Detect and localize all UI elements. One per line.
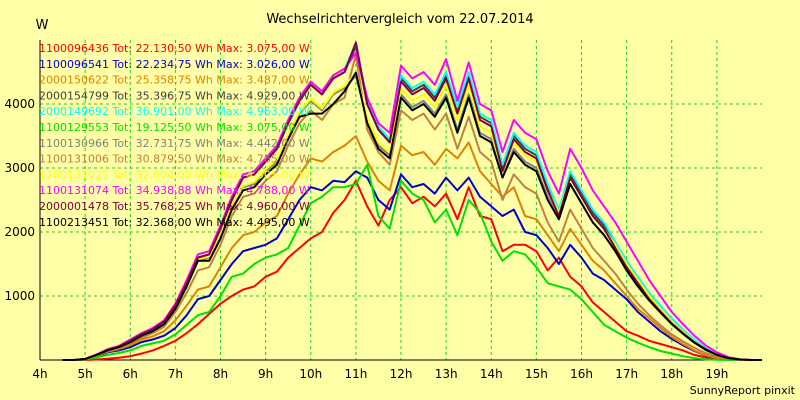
legend-entry: 1100129553 Tot: 19.125,50 Wh Max: 3.075,… [39, 121, 310, 134]
series-line-11 [62, 41, 762, 361]
legend-entry: 1100130966 Tot: 32.731,75 Wh Max: 4.442,… [39, 137, 310, 150]
y-tick-label: 2000 [4, 225, 35, 239]
axes [39, 40, 762, 361]
legend-entry: 1100096541 Tot: 22.234,75 Wh Max: 3.026,… [39, 58, 310, 71]
legend-entry: 1100096436 Tot: 22.130,50 Wh Max: 3.075,… [39, 42, 310, 55]
legend: 1100096436 Tot: 22.130,50 Wh Max: 3.075,… [39, 42, 310, 229]
series-line-3 [62, 135, 762, 361]
legend-entry: 2000149692 Tot: 36.901,00 Wh Max: 4.963,… [39, 105, 310, 118]
x-tick-label: 9h [258, 367, 273, 381]
series-line-1 [62, 179, 762, 361]
legend-entry: 1100213451 Tot: 32.368,00 Wh Max: 4.495,… [39, 216, 310, 229]
legend-entry: 2000001478 Tot: 35.768,25 Wh Max: 4.960,… [39, 200, 310, 213]
series-lines [62, 41, 762, 361]
y-axis-unit-label: W [36, 18, 49, 33]
x-tick-label: 12h [390, 367, 413, 381]
x-tick-label: 8h [213, 367, 228, 381]
legend-entry: 2000154799 Tot: 35.396,75 Wh Max: 4.929,… [39, 89, 310, 102]
y-tick-label: 1000 [4, 289, 35, 303]
legend-entry: 1100131006 Tot: 30.879,50 Wh Max: 4.765,… [39, 153, 310, 166]
x-tick-label: 13h [435, 367, 458, 381]
x-tick-label: 11h [344, 367, 367, 381]
legend-entry: 1100131074 Tot: 34.938,88 Wh Max: 4.788,… [39, 184, 310, 197]
series-line-10 [62, 51, 762, 361]
x-tick-label: 18h [660, 367, 683, 381]
series-line-12 [62, 71, 762, 361]
x-tick-label: 5h [78, 367, 93, 381]
chart-title: Wechselrichtervergleich vom 22.07.2014 [266, 12, 533, 27]
x-tick-label: 10h [299, 367, 322, 381]
x-tick-label: 15h [525, 367, 548, 381]
x-tick-label: 4h [32, 367, 47, 381]
x-tick-label: 6h [123, 367, 138, 381]
y-tick-label: 3000 [4, 161, 35, 175]
x-tick-label: 16h [570, 367, 593, 381]
series-line-2 [62, 170, 762, 361]
grid [40, 40, 762, 360]
series-line-8 [62, 53, 762, 361]
x-tick-label: 17h [615, 367, 638, 381]
tick-labels: 4h 5h 6h 7h 8h 9h 10h 11h 12h 13h 14h 15h 16h 17h 18h 1… [4, 97, 728, 381]
x-tick-label: 19h [705, 367, 728, 381]
x-tick-label: 7h [168, 367, 183, 381]
x-tick-label: 14h [480, 367, 503, 381]
y-tick-label: 4000 [4, 97, 35, 111]
chart-footer: SunnyReport pinxit [690, 384, 796, 397]
legend-entry: 1100131025 Tot: 32.604,00 Wh Max: 4.505,… [39, 168, 310, 181]
series-line-6 [62, 163, 762, 361]
legend-entry: 2000150622 Tot: 25.358,75 Wh Max: 3.487,… [39, 74, 310, 87]
